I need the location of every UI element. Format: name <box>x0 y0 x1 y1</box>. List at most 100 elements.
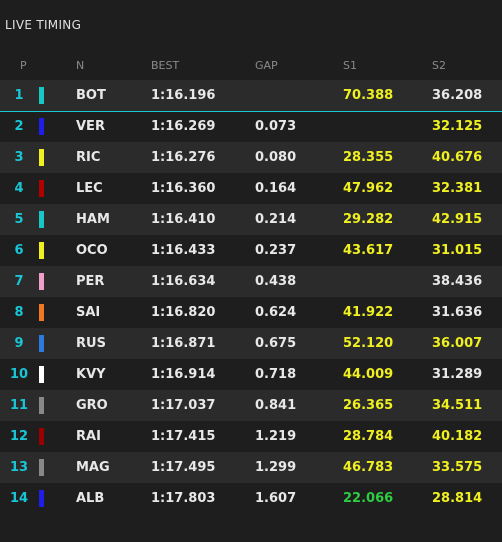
best-lap: 1:17.495 <box>151 460 216 475</box>
driver: PER <box>76 274 105 289</box>
best-lap: 1:16.871 <box>151 336 216 351</box>
column-header: N <box>76 59 85 72</box>
team-color <box>39 335 44 352</box>
gap: 0.841 <box>255 398 297 413</box>
position: 13 <box>9 460 29 475</box>
gap: 0.080 <box>255 150 297 165</box>
gap: 1.299 <box>255 460 297 475</box>
sector-1: 52.120 <box>343 336 394 351</box>
column-header: S2 <box>432 59 446 72</box>
driver: VER <box>76 119 105 134</box>
position: 2 <box>14 119 24 134</box>
team-color <box>39 242 44 259</box>
timing-row: 8 SAI 1:16.820 0.624 41.922 31.636 <box>0 297 502 328</box>
sector-1: 46.783 <box>343 460 394 475</box>
page-title: LIVE TIMING <box>5 18 82 32</box>
sector-2: 31.289 <box>432 367 483 382</box>
team-color <box>39 366 44 383</box>
timing-row: 13 MAG 1:17.495 1.299 46.783 33.575 <box>0 452 502 483</box>
position: 12 <box>9 429 29 444</box>
sector-2: 36.208 <box>432 88 483 103</box>
best-lap: 1:16.634 <box>151 274 216 289</box>
best-lap: 1:16.820 <box>151 305 216 320</box>
position: 9 <box>14 336 24 351</box>
position: 8 <box>14 305 24 320</box>
timing-row: 7 PER 1:16.634 0.438 38.436 <box>0 266 502 297</box>
sector-2: 40.182 <box>432 429 483 444</box>
gap: 0.438 <box>255 274 297 289</box>
driver: OCO <box>76 243 108 258</box>
sector-1: 41.922 <box>343 305 394 320</box>
gap: 0.214 <box>255 212 297 227</box>
driver: SAI <box>76 305 101 320</box>
gap: 0.675 <box>255 336 297 351</box>
driver: RUS <box>76 336 106 351</box>
driver: MAG <box>76 460 110 475</box>
sector-1: 28.784 <box>343 429 394 444</box>
driver: BOT <box>76 88 106 103</box>
sector-2: 28.814 <box>432 491 483 506</box>
gap: 0.718 <box>255 367 297 382</box>
sector-2: 42.915 <box>432 212 483 227</box>
sector-1: 70.388 <box>343 88 394 103</box>
driver: RIC <box>76 150 101 165</box>
position: 10 <box>9 367 29 382</box>
team-color <box>39 428 44 445</box>
timing-row: 1 BOT 1:16.196 70.388 36.208 <box>0 80 502 112</box>
sector-1: 22.066 <box>343 491 394 506</box>
team-color <box>39 459 44 476</box>
best-lap: 1:16.276 <box>151 150 216 165</box>
timing-row: 9 RUS 1:16.871 0.675 52.120 36.007 <box>0 328 502 359</box>
timing-row: 5 HAM 1:16.410 0.214 29.282 42.915 <box>0 204 502 235</box>
best-lap: 1:16.433 <box>151 243 216 258</box>
driver: HAM <box>76 212 110 227</box>
position: 1 <box>14 88 24 103</box>
sector-1: 43.617 <box>343 243 394 258</box>
position: 3 <box>14 150 24 165</box>
sector-2: 31.015 <box>432 243 483 258</box>
sector-2: 32.125 <box>432 119 483 134</box>
position: 6 <box>14 243 24 258</box>
sector-1: 26.365 <box>343 398 394 413</box>
team-color <box>39 211 44 228</box>
sector-2: 36.007 <box>432 336 483 351</box>
sector-1: 28.355 <box>343 150 394 165</box>
gap: 1.219 <box>255 429 297 444</box>
best-lap: 1:17.415 <box>151 429 216 444</box>
gap: 0.624 <box>255 305 297 320</box>
position: 11 <box>9 398 29 413</box>
table-header: P N BEST GAP S1 S2 <box>0 57 502 75</box>
best-lap: 1:16.360 <box>151 181 216 196</box>
timing-row: 11 GRO 1:17.037 0.841 26.365 34.511 <box>0 390 502 421</box>
sector-2: 40.676 <box>432 150 483 165</box>
team-color <box>39 87 44 104</box>
timing-row: 2 VER 1:16.269 0.073 32.125 <box>0 111 502 142</box>
driver: GRO <box>76 398 108 413</box>
best-lap: 1:16.914 <box>151 367 216 382</box>
best-lap: 1:16.410 <box>151 212 216 227</box>
driver: ALB <box>76 491 105 506</box>
timing-row: 4 LEC 1:16.360 0.164 47.962 32.381 <box>0 173 502 204</box>
driver: KVY <box>76 367 106 382</box>
gap: 0.237 <box>255 243 297 258</box>
position: 4 <box>14 181 24 196</box>
team-color <box>39 149 44 166</box>
best-lap: 1:16.269 <box>151 119 216 134</box>
sector-2: 31.636 <box>432 305 483 320</box>
sector-1: 29.282 <box>343 212 394 227</box>
column-header: P <box>20 59 27 72</box>
driver: LEC <box>76 181 103 196</box>
gap: 0.073 <box>255 119 297 134</box>
position: 14 <box>9 491 29 506</box>
sector-2: 33.575 <box>432 460 483 475</box>
sector-2: 32.381 <box>432 181 483 196</box>
driver: RAI <box>76 429 101 444</box>
team-color <box>39 397 44 414</box>
column-header: GAP <box>255 59 278 72</box>
team-color <box>39 490 44 507</box>
gap: 0.164 <box>255 181 297 196</box>
position: 7 <box>14 274 24 289</box>
sector-1: 44.009 <box>343 367 394 382</box>
team-color <box>39 180 44 197</box>
